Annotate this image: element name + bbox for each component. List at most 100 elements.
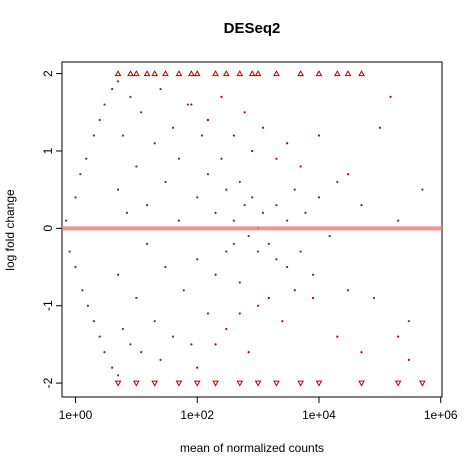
point xyxy=(92,134,95,137)
point xyxy=(421,188,424,191)
point xyxy=(187,70,195,77)
point xyxy=(86,304,90,307)
point xyxy=(121,327,124,331)
point xyxy=(293,188,296,191)
point xyxy=(103,351,106,354)
point xyxy=(236,380,244,387)
point xyxy=(177,157,181,160)
point xyxy=(397,219,400,222)
point xyxy=(261,126,265,129)
point xyxy=(133,70,140,77)
point xyxy=(206,118,210,122)
point xyxy=(232,134,235,137)
point xyxy=(311,296,315,300)
point xyxy=(190,103,193,106)
point xyxy=(68,250,71,253)
point xyxy=(193,380,201,387)
point xyxy=(344,70,352,77)
point xyxy=(372,296,376,300)
point xyxy=(111,87,114,91)
point xyxy=(254,380,262,387)
point xyxy=(151,380,159,387)
point xyxy=(248,70,256,77)
x-axis-label: mean of normalized counts xyxy=(180,441,324,455)
point xyxy=(315,70,323,77)
point xyxy=(257,250,260,253)
point xyxy=(206,173,210,176)
point xyxy=(177,219,181,222)
point xyxy=(243,204,246,207)
y-tick-label: 2 xyxy=(41,70,55,77)
point xyxy=(297,70,305,77)
point xyxy=(247,234,250,238)
point xyxy=(261,211,265,214)
point xyxy=(360,351,363,354)
point xyxy=(175,380,183,387)
point xyxy=(238,281,241,284)
x-tick-label: 1e+04 xyxy=(302,408,336,422)
point xyxy=(315,380,323,387)
point xyxy=(116,374,120,377)
point xyxy=(281,320,284,323)
point xyxy=(378,126,381,129)
point xyxy=(135,296,138,300)
point xyxy=(114,380,122,387)
point xyxy=(236,70,244,77)
point xyxy=(153,142,156,145)
point xyxy=(114,70,122,77)
point xyxy=(129,343,132,346)
point xyxy=(360,204,363,207)
point xyxy=(328,234,331,238)
point xyxy=(212,380,219,387)
point xyxy=(397,335,400,338)
point xyxy=(129,95,132,98)
point xyxy=(140,111,143,114)
point xyxy=(220,95,223,98)
point xyxy=(151,70,159,77)
point xyxy=(273,380,280,387)
point xyxy=(162,70,169,77)
point xyxy=(389,95,392,98)
point xyxy=(171,335,175,338)
point xyxy=(214,343,217,346)
point xyxy=(407,358,410,361)
point xyxy=(196,258,199,261)
y-axis-label: log fold change xyxy=(3,189,17,271)
x-tick-label: 1e+06 xyxy=(424,408,458,422)
point xyxy=(74,265,77,269)
point xyxy=(257,304,260,307)
point xyxy=(358,380,365,387)
point xyxy=(164,265,167,269)
point xyxy=(98,335,101,338)
point xyxy=(299,250,302,253)
x-tick-label: 1e+00 xyxy=(59,408,93,422)
point xyxy=(286,219,289,222)
point xyxy=(251,196,254,199)
point xyxy=(220,157,223,160)
point xyxy=(116,80,120,83)
point xyxy=(64,219,68,222)
point xyxy=(407,320,410,323)
point xyxy=(92,320,95,323)
point xyxy=(419,380,426,387)
point xyxy=(85,157,88,160)
point xyxy=(98,118,101,122)
point xyxy=(346,173,350,176)
point xyxy=(206,312,210,315)
point xyxy=(121,134,124,137)
point xyxy=(116,273,120,276)
point xyxy=(111,366,114,369)
point xyxy=(214,211,217,214)
point xyxy=(74,196,77,199)
point xyxy=(317,134,321,137)
point xyxy=(238,312,241,315)
point xyxy=(275,157,278,160)
point xyxy=(293,289,296,292)
chart-title: DESeq2 xyxy=(224,20,281,37)
point xyxy=(317,196,321,199)
point xyxy=(196,196,199,199)
point xyxy=(127,70,134,77)
point xyxy=(145,204,149,207)
point xyxy=(159,87,162,91)
